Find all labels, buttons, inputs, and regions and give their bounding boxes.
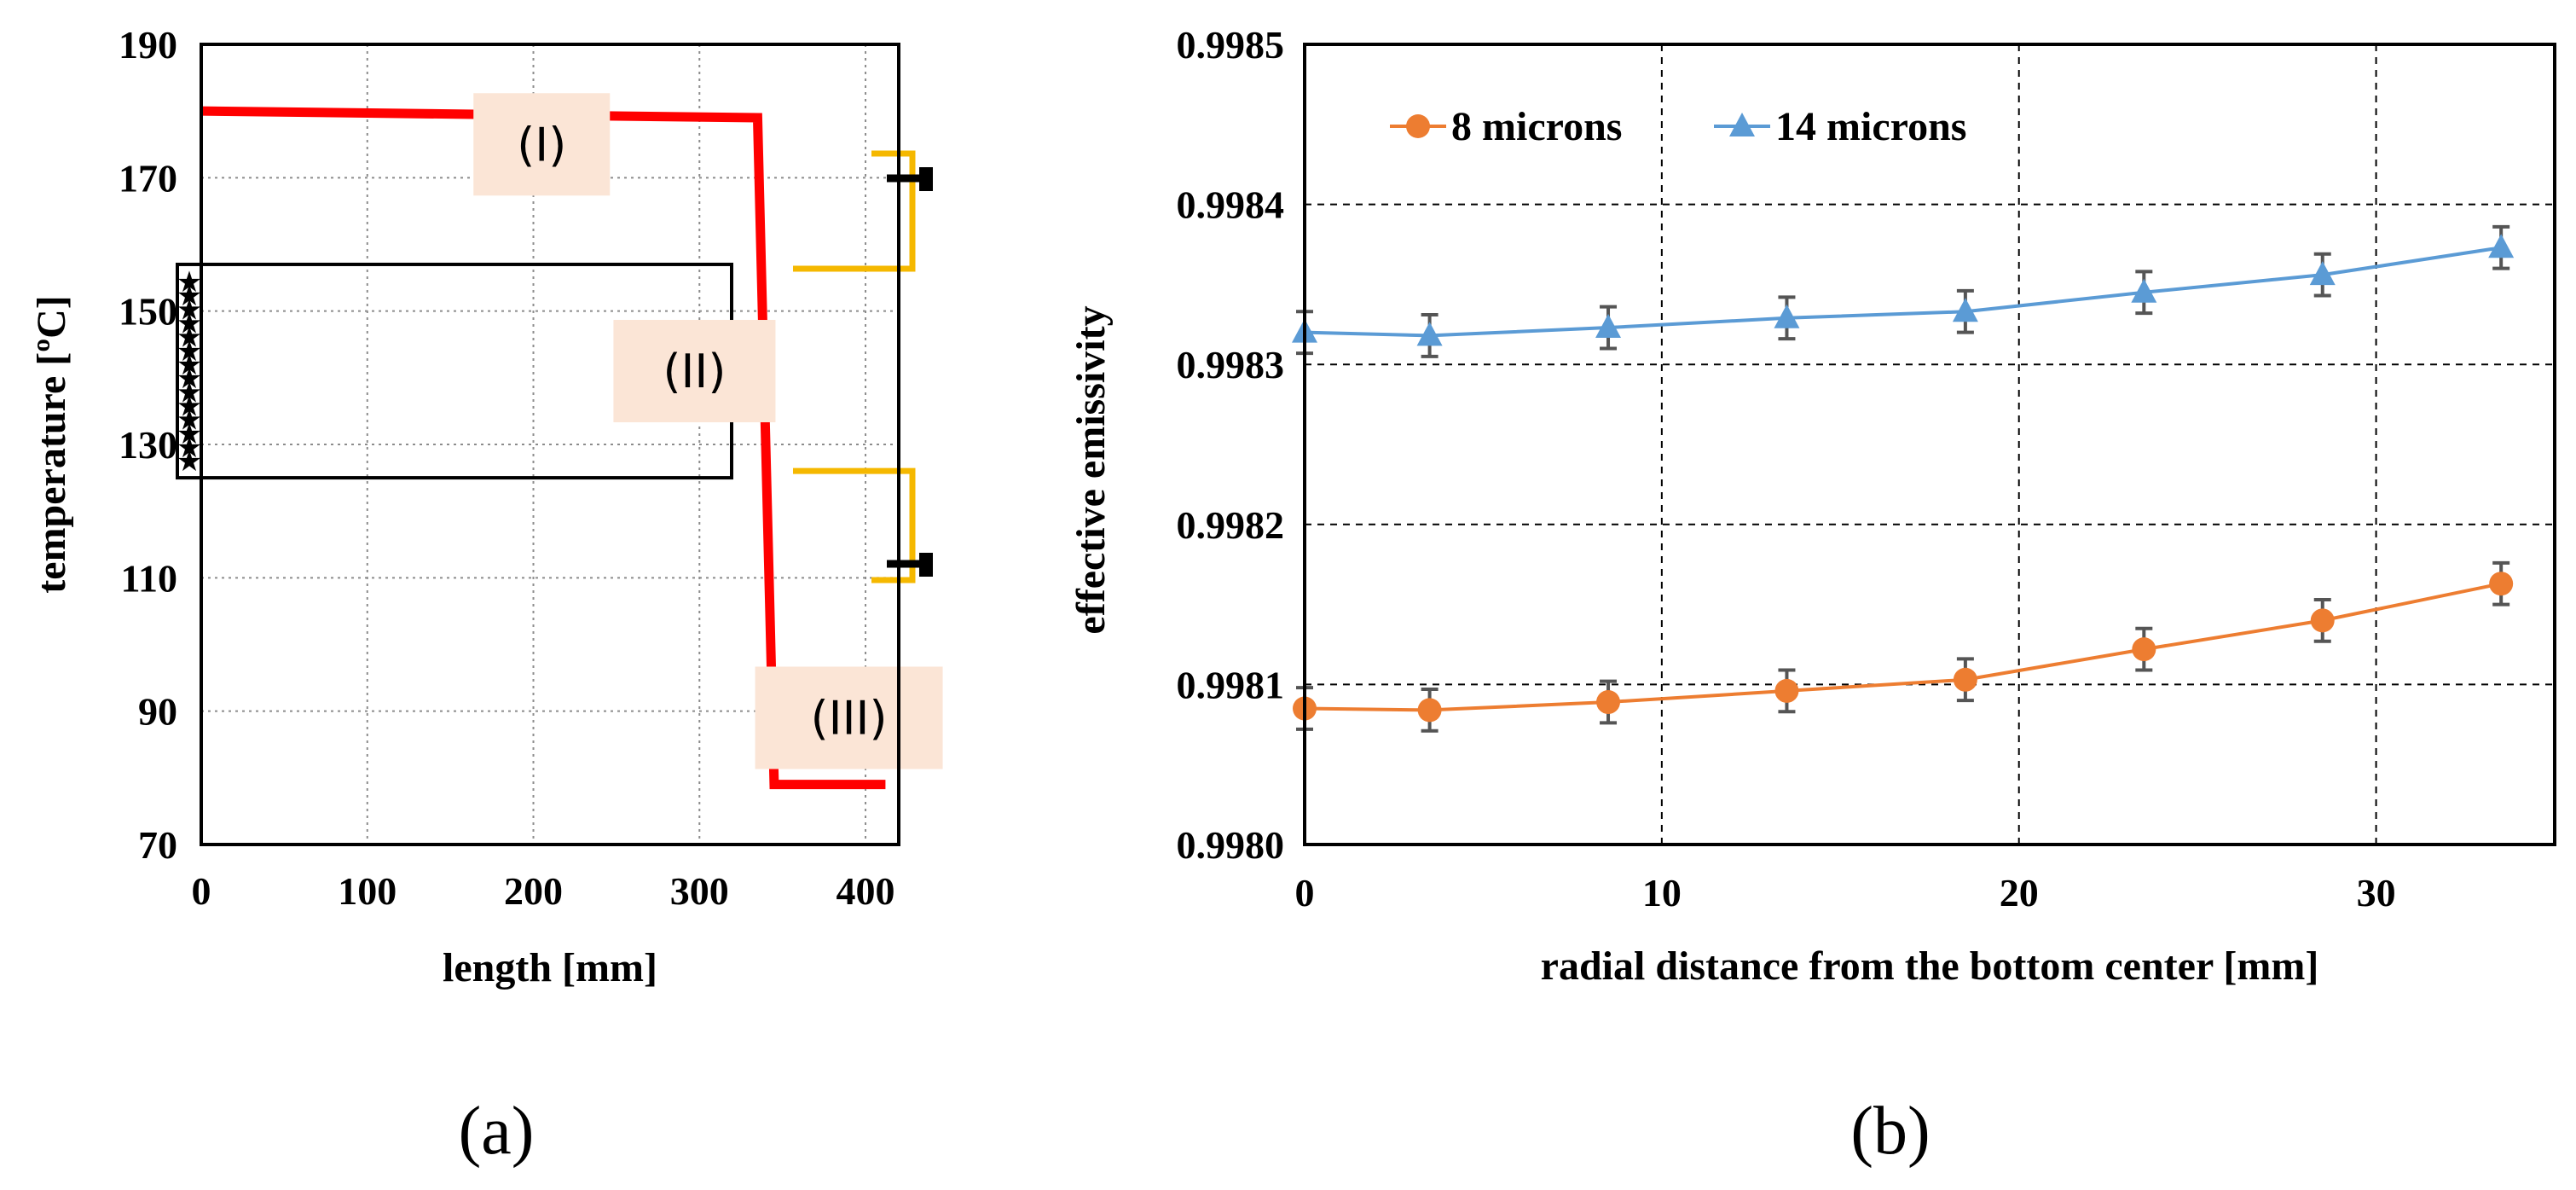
b-y-axis-label: effective emissivity — [1068, 305, 1114, 634]
a-x-tick-label: 0 — [192, 869, 211, 913]
a-y-axis-label: temperature [ºC] — [29, 295, 74, 593]
a-x-tick-label: 400 — [836, 869, 895, 913]
b-data-point — [1774, 678, 1799, 703]
b-x-tick-label: 30 — [2357, 871, 2396, 914]
b-x-tick-label: 10 — [1642, 871, 1682, 914]
a-y-tick-label: 90 — [138, 690, 177, 734]
a-star-marker: ★ — [177, 334, 202, 369]
b-data-point — [2309, 261, 2336, 286]
b-legend: 8 microns 14 microns — [1390, 104, 1966, 149]
a-y-tick-label: 190 — [119, 23, 177, 67]
a-star-marker: ★ — [177, 265, 202, 299]
a-y-tick-label: 130 — [119, 423, 177, 467]
b-data-point — [1953, 667, 1977, 692]
b-data-point — [2489, 572, 2514, 596]
b-data-point — [1774, 304, 1800, 328]
a-star-marker: ★ — [177, 321, 202, 355]
b-data-point — [2310, 608, 2335, 633]
a-region-label: (II) — [663, 345, 726, 398]
a-region-label: (I) — [517, 118, 566, 171]
b-y-tick-label: 0.9982 — [1177, 503, 1285, 547]
panel-b-label: (b) — [1850, 1094, 1930, 1169]
b-data-point — [2131, 278, 2157, 303]
a-region-label: (III) — [811, 691, 888, 745]
a-star-marker: ★ — [177, 431, 202, 465]
a-star-marker: ★ — [177, 403, 202, 438]
a-star-marker: ★ — [177, 389, 202, 423]
a-star-marker: ★ — [177, 444, 202, 479]
b-series-orange — [1293, 560, 2514, 733]
panel-a-label: (a) — [459, 1094, 535, 1169]
a-y-tick-label: 150 — [119, 290, 177, 334]
a-region-label-bg — [473, 93, 611, 196]
b-series-line — [1304, 582, 2502, 712]
b-x-tick-label: 0 — [1295, 871, 1315, 914]
a-star-marker: ★ — [177, 293, 202, 327]
b-gridlines — [1305, 44, 2555, 845]
a-y-tick-label: 70 — [138, 823, 177, 867]
a-star-marker: ★ — [177, 306, 202, 340]
a-region-labels: (I) (II) (III) — [473, 93, 943, 769]
a-x-tick-label: 200 — [504, 869, 563, 913]
b-data-point — [2132, 637, 2156, 662]
b-data-point — [2488, 234, 2515, 258]
a-star-marker: ★ — [177, 417, 202, 451]
b-legend-label-orange: 8 microns — [1451, 104, 1622, 149]
b-data-point — [1595, 314, 1622, 339]
b-series-line — [1304, 246, 2502, 338]
a-x-axis-label: length [mm] — [443, 945, 657, 990]
b-y-tick-label: 0.9983 — [1177, 343, 1285, 386]
b-data-point — [1417, 698, 1442, 723]
a-upper-bracket — [793, 150, 916, 272]
a-annotations: ★★★★★★★★★★★★★★ — [176, 150, 933, 583]
b-y-tick-label: 0.9980 — [1177, 823, 1285, 867]
b-legend-label-blue: 14 microns — [1775, 104, 1966, 149]
a-lower-marker-cap — [919, 553, 933, 577]
b-legend-marker-blue — [1729, 113, 1755, 136]
b-x-axis-label: radial distance from the bottom center [… — [1541, 943, 2319, 989]
b-legend-marker-orange — [1406, 114, 1430, 138]
a-x-tick-label: 300 — [670, 869, 729, 913]
a-star-marker: ★ — [177, 279, 202, 313]
panel-b: 0 10 20 30 0.9980 0.9981 0.9982 0.9983 0.9984 0.9… — [1068, 23, 2556, 1169]
a-star-marker: ★ — [177, 362, 202, 396]
a-star-marker: ★ — [177, 375, 202, 409]
b-y-tick-label: 0.9984 — [1177, 183, 1285, 227]
b-series — [1292, 224, 2515, 733]
a-region-label-bg — [613, 320, 776, 423]
b-y-tick-label: 0.9985 — [1177, 23, 1285, 67]
a-y-tick-label: 170 — [119, 156, 177, 200]
b-data-point — [1596, 690, 1621, 715]
b-data-point — [1416, 322, 1443, 346]
b-series-blue — [1292, 224, 2515, 358]
b-tick-labels: 0 10 20 30 0.9980 0.9981 0.9982 0.9983 0.9984 0.9… — [1177, 23, 2396, 914]
b-data-point — [1952, 298, 1978, 322]
a-x-tick-label: 100 — [338, 869, 397, 913]
b-y-tick-label: 0.9981 — [1177, 663, 1285, 706]
b-plot-frame — [1303, 43, 2556, 846]
a-lower-bracket — [793, 467, 916, 583]
a-tick-labels: 0 100 200 300 400 70 90 110 130 150 170 190 — [119, 23, 895, 913]
a-y-tick-label: 110 — [121, 556, 177, 600]
a-upper-marker-cap — [919, 167, 933, 191]
a-plot-frame — [200, 43, 900, 846]
b-x-tick-label: 20 — [2000, 871, 2039, 914]
a-star-marker: ★ — [177, 348, 202, 382]
a-region-label-bg — [755, 666, 943, 769]
